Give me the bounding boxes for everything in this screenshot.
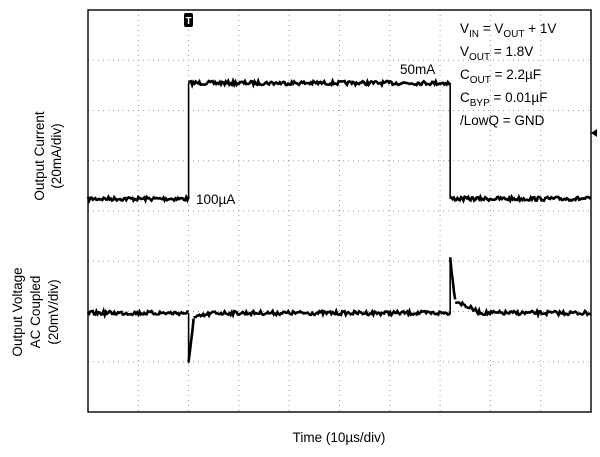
- current-trace-segment: [187, 77, 452, 89]
- voltage-trace-segment: [454, 300, 482, 317]
- condition-line: CBYP = 0.01µF: [460, 90, 547, 109]
- voltage-trace-segment: [479, 307, 592, 319]
- trigger-marker: T: [184, 13, 193, 27]
- ylabel-current-line2: (20mA/div): [49, 123, 64, 188]
- xlabel: Time (10µs/div): [293, 430, 386, 445]
- test-conditions: VIN = VOUT + 1V VOUT = 1.8V COUT = 2.2µF CB…: [460, 21, 556, 128]
- condition-line: VOUT = 1.8V: [460, 44, 533, 63]
- trigger-marker-label: T: [185, 16, 191, 27]
- traces-group: [86, 77, 592, 364]
- ylabel-voltage-line1: Output Voltage: [10, 267, 25, 356]
- annotation-low: 100µA: [196, 192, 235, 207]
- annotation-high: 50mA: [400, 62, 435, 77]
- ylabel-voltage: Output Voltage AC Coupled (20mV/div): [10, 267, 61, 356]
- condition-line: COUT = 2.2µF: [460, 67, 541, 86]
- current-trace-segment: [86, 193, 190, 205]
- ylabel-current: Output Current (20mA/div): [32, 111, 64, 201]
- voltage-trace-segment: [213, 307, 452, 319]
- condition-line: /LowQ = GND: [460, 113, 545, 128]
- ylabel-voltage-line3: (20mV/div): [46, 279, 61, 344]
- voltage-trace-segment: [86, 306, 189, 320]
- voltage-trace-segment: [187, 318, 195, 362]
- ylabel-current-line1: Output Current: [32, 111, 47, 201]
- voltage-trace-segment: [448, 257, 457, 300]
- condition-line: VIN = VOUT + 1V: [460, 21, 556, 40]
- ylabel-voltage-line2: AC Coupled: [28, 276, 43, 349]
- voltage-trace-segment: [193, 310, 214, 319]
- current-trace-segment: [449, 193, 592, 204]
- offset-arrow-icon: [591, 129, 597, 137]
- plot-frame: [87, 9, 592, 413]
